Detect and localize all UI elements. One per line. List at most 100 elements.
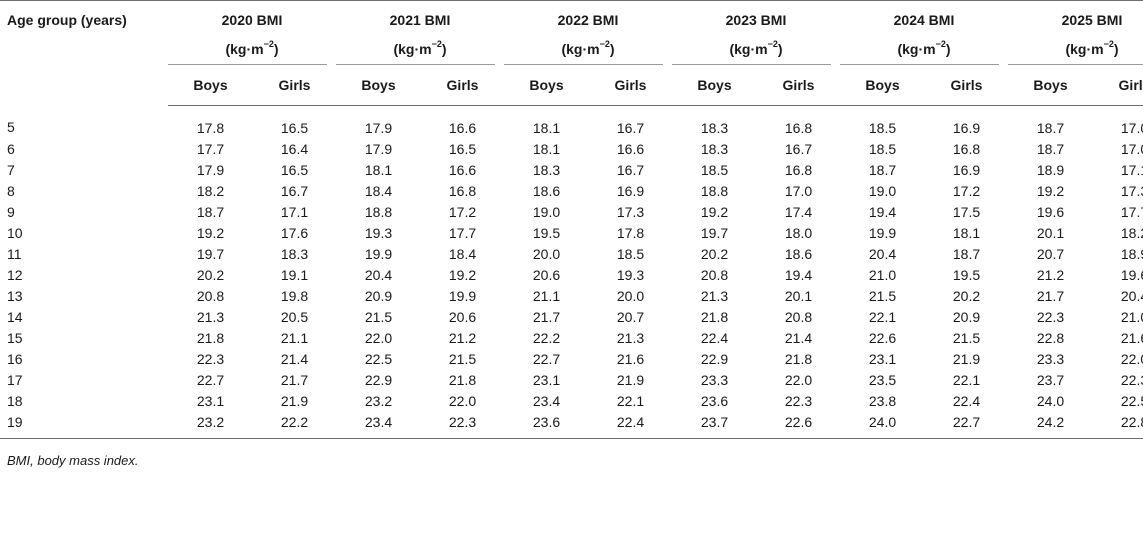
girls-bmi-cell: 22.1 [616,392,645,409]
girls-bmi-cell: 22.4 [616,413,645,430]
girls-header: Girls [757,65,840,106]
boys-bmi-cell: 21.8 [196,329,225,346]
table-row: 17 22.7 21.7 22.9 21.8 23.1 21.9 23.3 22.0 23.5 22… [0,369,1143,390]
boys-bmi-cell: 22.5 [364,350,393,367]
boys-bmi-cell: 18.5 [700,161,729,178]
unit-exponent: −2 [935,39,946,50]
age-cell: 11 [7,245,22,262]
girls-bmi-cell: 20.7 [616,308,645,325]
girls-bmi-cell: 20.1 [784,287,813,304]
girls-bmi-cell: 16.7 [616,161,645,178]
year-header: 2025 BMI [1061,12,1123,28]
boys-bmi-cell: 19.5 [532,224,561,241]
boys-bmi-cell: 18.8 [364,203,393,220]
year-unit: (kg·m−2) [672,35,840,65]
unit-close: ) [777,41,783,57]
boys-bmi-cell: 19.9 [868,224,897,241]
year-unit: (kg·m−2) [168,35,336,65]
girls-bmi-cell: 22.7 [952,413,981,430]
girls-bmi-cell: 19.4 [784,266,813,283]
girls-bmi-cell: 19.2 [448,266,477,283]
table-row: 16 22.3 21.4 22.5 21.5 22.7 21.6 22.9 21.8 23.1 21… [0,348,1143,369]
boys-bmi-cell: 18.6 [532,182,561,199]
unit-text: (kg·m [393,41,432,57]
boys-bmi-cell: 23.1 [532,371,561,388]
girls-bmi-cell: 17.0 [1120,119,1143,136]
table-row: 7 17.9 16.5 18.1 16.6 18.3 16.7 18.5 16.8 18.7 16.… [0,159,1143,180]
age-cell: 7 [7,161,15,178]
girls-bmi-cell: 18.6 [784,245,813,262]
boys-bmi-cell: 21.7 [532,308,561,325]
girls-bmi-cell: 22.8 [1120,413,1143,430]
boys-bmi-cell: 19.9 [364,245,393,262]
girls-bmi-cell: 21.7 [280,371,309,388]
girls-bmi-cell: 17.0 [1120,140,1143,157]
unit-close: ) [945,41,951,57]
boys-bmi-cell: 18.3 [700,140,729,157]
table-row: 12 20.2 19.1 20.4 19.2 20.6 19.3 20.8 19.4 21.0 19… [0,264,1143,285]
girls-bmi-cell: 17.3 [1120,182,1143,199]
boys-bmi-cell: 17.7 [196,140,225,157]
boys-bmi-cell: 20.8 [700,266,729,283]
age-cell: 9 [7,203,15,220]
girls-bmi-cell: 19.3 [616,266,645,283]
boys-bmi-cell: 17.9 [364,140,393,157]
year-header: 2021 BMI [389,12,451,28]
girls-bmi-cell: 17.1 [1120,161,1143,178]
boys-bmi-cell: 21.5 [364,308,393,325]
girls-bmi-cell: 18.3 [280,245,309,262]
girls-bmi-cell: 20.8 [784,308,813,325]
unit-text: (kg·m [1065,41,1104,57]
boys-bmi-cell: 18.7 [868,161,897,178]
boys-bmi-cell: 18.1 [364,161,393,178]
table-row: 5 17.8 16.5 17.9 16.6 18.1 16.7 18.3 16.8 18.5 16.… [0,106,1143,139]
boys-bmi-cell: 23.6 [700,392,729,409]
boys-bmi-cell: 18.5 [868,119,897,136]
boys-bmi-cell: 19.4 [868,203,897,220]
girls-bmi-cell: 21.5 [952,329,981,346]
boys-bmi-cell: 23.7 [700,413,729,430]
girls-bmi-cell: 18.0 [784,224,813,241]
girls-bmi-cell: 21.4 [280,350,309,367]
year-unit: (kg·m−2) [504,35,672,65]
age-cell: 15 [7,329,23,346]
boys-bmi-cell: 21.8 [700,308,729,325]
year-unit: (kg·m−2) [336,35,504,65]
unit-exponent: −2 [1103,39,1114,50]
age-cell: 5 [7,119,15,136]
boys-bmi-cell: 20.4 [364,266,393,283]
boys-bmi-cell: 23.7 [1036,371,1065,388]
girls-header: Girls [1093,65,1143,106]
girls-bmi-cell: 16.7 [616,119,645,136]
girls-bmi-cell: 16.4 [280,140,309,157]
year-header: 2023 BMI [725,12,787,28]
boys-bmi-cell: 18.5 [868,140,897,157]
girls-bmi-cell: 16.6 [448,119,477,136]
boys-bmi-cell: 23.5 [868,371,897,388]
girls-bmi-cell: 16.8 [448,182,477,199]
boys-bmi-cell: 23.1 [868,350,897,367]
boys-bmi-cell: 23.3 [700,371,729,388]
boys-bmi-cell: 19.3 [364,224,393,241]
girls-bmi-cell: 21.5 [448,350,477,367]
boys-bmi-cell: 18.3 [700,119,729,136]
girls-bmi-cell: 16.8 [784,119,813,136]
boys-bmi-cell: 23.4 [364,413,393,430]
table-row: 8 18.2 16.7 18.4 16.8 18.6 16.9 18.8 17.0 19.0 17.… [0,180,1143,201]
boys-bmi-cell: 20.1 [1036,224,1065,241]
boys-bmi-cell: 23.2 [196,413,225,430]
girls-bmi-cell: 19.1 [280,266,309,283]
table-row: 11 19.7 18.3 19.9 18.4 20.0 18.5 20.2 18.6 20.4 18… [0,243,1143,264]
boys-bmi-cell: 24.0 [868,413,897,430]
age-cell: 12 [7,266,23,283]
girls-bmi-cell: 19.8 [280,287,309,304]
table-row: 19 23.2 22.2 23.4 22.3 23.6 22.4 23.7 22.6 24.0 22… [0,411,1143,439]
boys-bmi-cell: 24.2 [1036,413,1065,430]
boys-bmi-cell: 20.7 [1036,245,1065,262]
age-cell: 6 [7,140,15,157]
unit-text: (kg·m [897,41,936,57]
boys-bmi-cell: 18.8 [700,182,729,199]
table-row: 10 19.2 17.6 19.3 17.7 19.5 17.8 19.7 18.0 19.9 18… [0,222,1143,243]
table-row: 13 20.8 19.8 20.9 19.9 21.1 20.0 21.3 20.1 21.5 20… [0,285,1143,306]
